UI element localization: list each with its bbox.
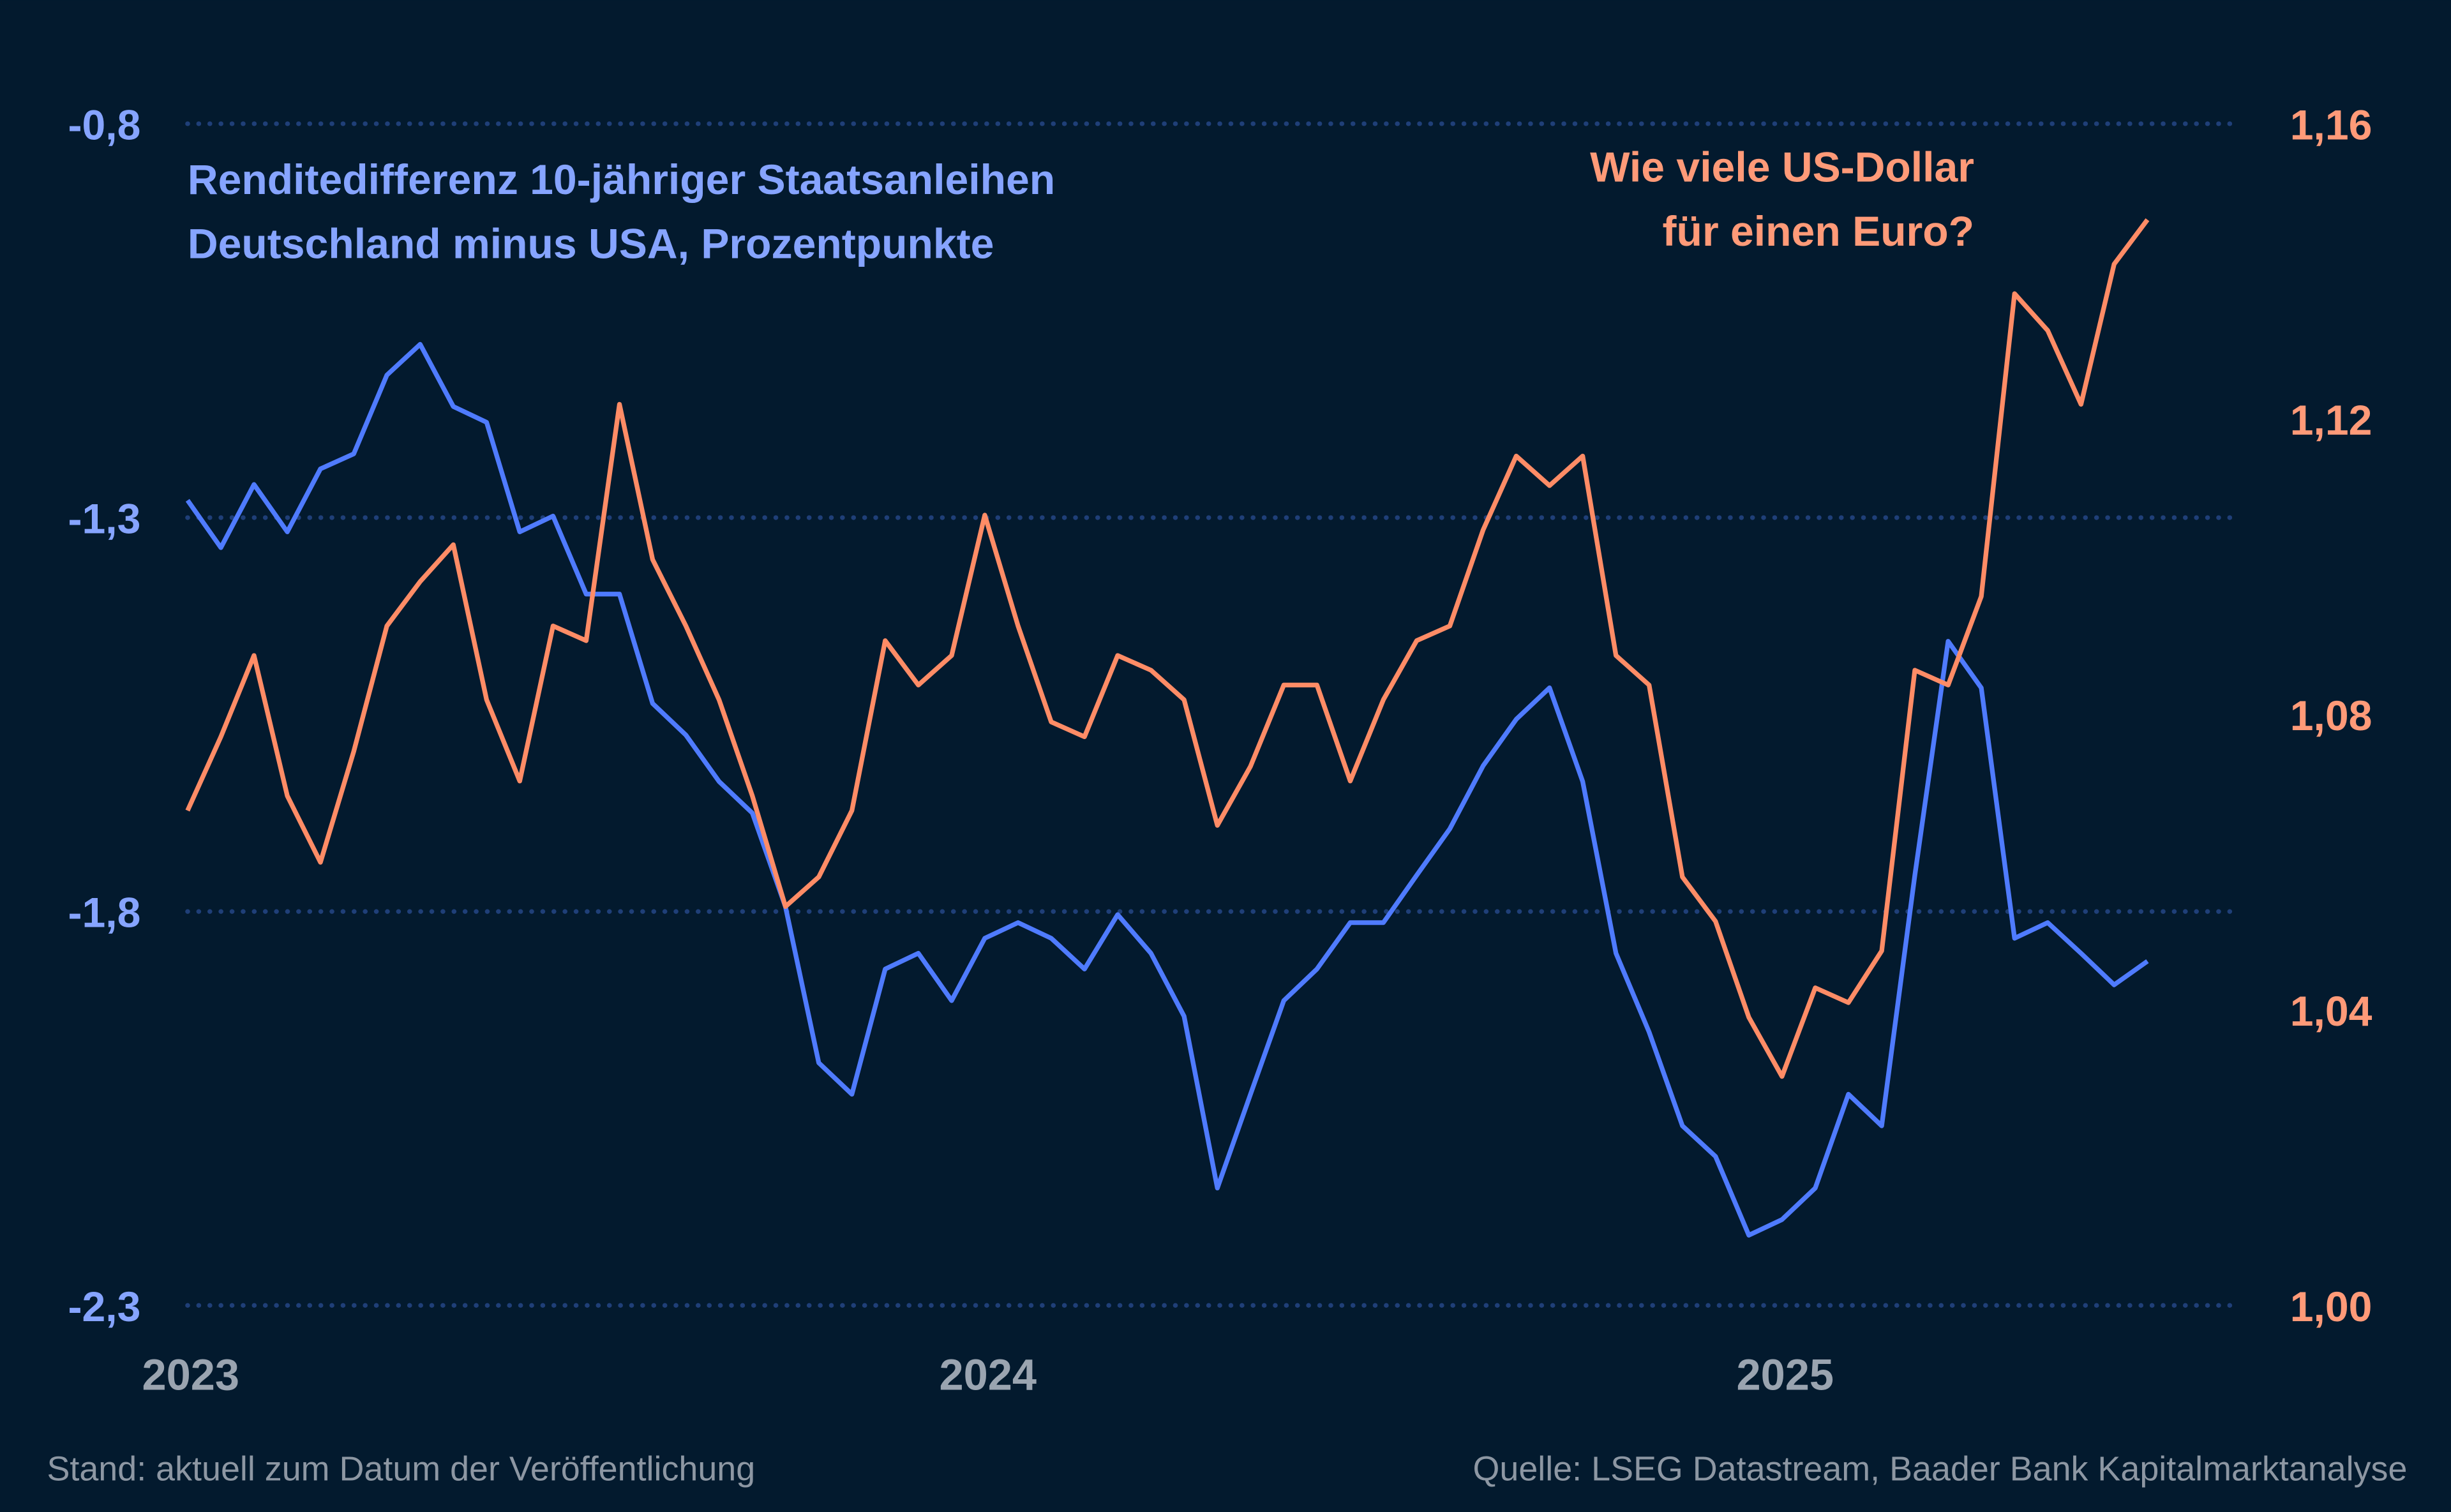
right-axis: 1,16 1,12 1,08 1,04 1,00 <box>2290 101 2372 1330</box>
left-tick-label: -2,3 <box>68 1284 140 1331</box>
x-tick-label: 2023 <box>142 1351 240 1400</box>
right-series-title-line1: Wie viele US-Dollar <box>1590 144 1974 191</box>
left-tick-label: -1,3 <box>68 496 140 543</box>
eurusd-line <box>185 218 2150 1079</box>
footer-stand: Stand: aktuell zum Datum der Veröffentli… <box>47 1450 755 1488</box>
footer-source: Quelle: LSEG Datastream, Baader Bank Kap… <box>1473 1450 2408 1488</box>
right-series-title-line2: für einen Euro? <box>1663 208 1975 255</box>
right-tick-label: 1,04 <box>2290 988 2372 1035</box>
series-lines <box>185 218 2150 1238</box>
left-axis: -0,8 -1,3 -1,8 -2,3 <box>68 101 140 1330</box>
right-tick-label: 1,12 <box>2290 397 2372 444</box>
x-tick-label: 2024 <box>939 1351 1037 1400</box>
left-series-title-line1: Renditedifferenz 10-jähriger Staatsanlei… <box>188 156 1055 204</box>
right-tick-label: 1,00 <box>2290 1284 2372 1331</box>
right-tick-label: 1,08 <box>2290 692 2372 740</box>
left-series-title-line2: Deutschland minus USA, Prozentpunkte <box>188 221 994 268</box>
x-tick-label: 2025 <box>1736 1351 1834 1400</box>
yield-spread-line <box>185 341 2149 1238</box>
left-tick-label: -0,8 <box>68 101 140 149</box>
right-tick-label: 1,16 <box>2290 101 2372 149</box>
x-axis: 2023 2024 2025 <box>142 1351 1834 1400</box>
left-tick-label: -1,8 <box>68 890 140 937</box>
